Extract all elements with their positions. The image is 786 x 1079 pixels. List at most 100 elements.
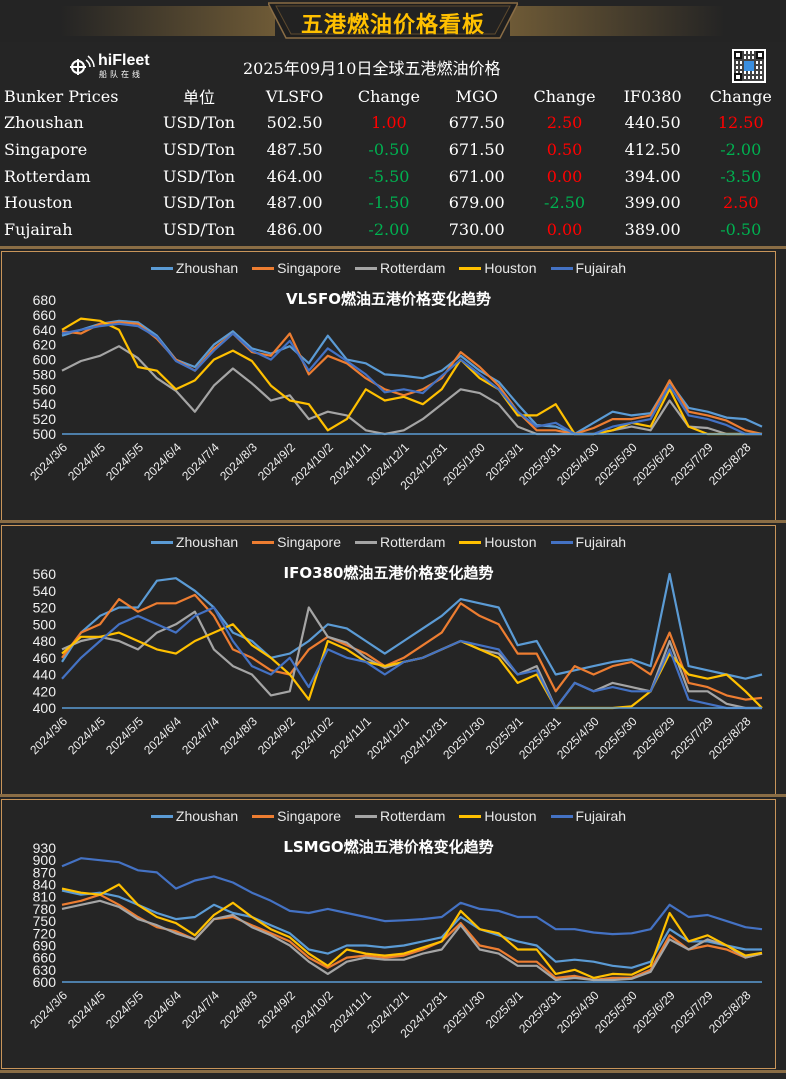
mgo-price: 671.00 — [448, 166, 505, 186]
y-tick-label: 420 — [33, 683, 57, 699]
vlsfo-chart-panel: 500 520 540 560 580 600 620 640 660 680 2024/3/6 20… — [1, 251, 776, 521]
legend-item-fujairah[interactable]: Fujairah — [550, 260, 626, 276]
ifo380-change: -3.50 — [720, 166, 762, 186]
y-tick-label: 640 — [33, 322, 57, 338]
mgo-change: 0.00 — [546, 166, 583, 186]
series-line-houston — [61, 317, 762, 436]
ifo380-price: 399.00 — [624, 193, 681, 213]
x-tick-label: 2024/8/3 — [217, 440, 260, 483]
logo-text: hiFleet — [98, 52, 150, 69]
series-line-rotterdam — [61, 899, 763, 982]
legend-item-houston[interactable]: Houston — [459, 808, 537, 824]
legend-item-singapore[interactable]: Singapore — [252, 808, 341, 824]
header-unit: 单位 — [182, 88, 215, 108]
mgo-price: 671.50 — [448, 139, 505, 159]
y-tick-label: 580 — [33, 366, 57, 382]
y-tick-label: 620 — [33, 337, 57, 353]
legend-swatch — [150, 266, 173, 270]
legend-label: Rotterdam — [380, 808, 446, 824]
divider — [0, 794, 786, 797]
mgo-price: 677.50 — [448, 113, 505, 133]
vlsfo-price: 502.50 — [266, 113, 323, 133]
divider — [0, 520, 786, 523]
y-tick-label: 870 — [33, 864, 57, 880]
legend-item-fujairah[interactable]: Fujairah — [550, 534, 626, 550]
legend-swatch — [150, 814, 173, 818]
ship-wheel-icon — [70, 55, 95, 75]
mgo-price: 730.00 — [448, 219, 505, 239]
legend-label: Houston — [484, 260, 537, 276]
legend-swatch — [355, 266, 377, 270]
qr-code[interactable] — [732, 49, 766, 83]
x-tick-label: 2024/4/5 — [65, 988, 108, 1031]
unit: USD/Ton — [162, 193, 235, 213]
y-tick-label: 500 — [33, 426, 57, 442]
lsmgo-chart-panel: 600 630 660 690 720 750 780 810 840 870 900 930 2024… — [1, 799, 776, 1069]
unit: USD/Ton — [162, 113, 235, 133]
legend-swatch — [550, 266, 573, 270]
qr-center-logo — [744, 61, 754, 71]
date-title: 2025年09月10日全球五港燃油价格 — [243, 59, 501, 78]
legend-swatch — [252, 266, 275, 270]
series-line-houston — [61, 883, 763, 979]
y-tick-label: 780 — [33, 901, 57, 917]
legend-swatch — [355, 540, 377, 544]
legend-item-singapore[interactable]: Singapore — [252, 534, 341, 550]
y-tick-label: 560 — [33, 381, 57, 397]
legend-item-houston[interactable]: Houston — [459, 260, 537, 276]
vlsfo-change: -5.50 — [368, 166, 410, 186]
series-line-rotterdam — [61, 345, 762, 436]
x-tick-label: 2024/7/4 — [179, 714, 222, 757]
banner-title: 五港燃油价格看板 — [300, 13, 485, 38]
unit: USD/Ton — [162, 166, 235, 186]
qr-finder — [734, 51, 742, 59]
table-row: Rotterdam USD/Ton 464.00 -5.50 671.00 0.00 394… — [0, 163, 786, 190]
vlsfo-price: 487.50 — [266, 139, 323, 159]
legend-item-zhoushan[interactable]: Zhoushan — [150, 808, 239, 824]
ifo380-price: 440.50 — [624, 113, 681, 133]
legend-swatch — [252, 814, 275, 818]
x-tick-label: 2024/8/3 — [217, 988, 260, 1031]
legend-swatch — [459, 540, 482, 544]
logo-subtext: 船队在线 — [99, 70, 143, 79]
legend-item-fujairah[interactable]: Fujairah — [550, 808, 626, 824]
series-line-zhoushan — [61, 319, 763, 436]
ifo380-price: 389.00 — [624, 219, 681, 239]
mgo-change: 0.50 — [546, 139, 583, 159]
series-line-fujairah — [61, 857, 763, 936]
chart-title: LSMGO燃油五港价格变化趋势 — [283, 838, 494, 856]
legend-label: Rotterdam — [380, 534, 446, 550]
y-tick-label: 680 — [33, 292, 57, 308]
legend-label: Singapore — [277, 260, 341, 276]
y-tick-label: 400 — [33, 700, 57, 716]
series-line-singapore — [61, 593, 763, 701]
legend-item-singapore[interactable]: Singapore — [252, 260, 341, 276]
divider — [0, 1070, 786, 1073]
header-bunker-prices: Bunker Prices — [4, 86, 119, 106]
legend-item-rotterdam[interactable]: Rotterdam — [355, 534, 445, 550]
ifo380-change: -0.50 — [720, 219, 762, 239]
table-row: Zhoushan USD/Ton 502.50 1.00 677.50 2.50 440.5… — [0, 110, 786, 137]
legend-label: Zhoushan — [175, 260, 239, 276]
divider — [0, 246, 786, 249]
legend-item-houston[interactable]: Houston — [459, 534, 537, 550]
x-tick-label: 2025/8/28 — [706, 440, 754, 488]
legend-label: Zhoushan — [175, 808, 239, 824]
legend-item-zhoushan[interactable]: Zhoushan — [150, 260, 239, 276]
vlsfo-change: -2.00 — [368, 219, 410, 239]
legend-swatch — [252, 540, 275, 544]
legend-item-rotterdam[interactable]: Rotterdam — [355, 260, 445, 276]
legend-label: Rotterdam — [380, 260, 446, 276]
banner-decoration-right — [510, 6, 725, 36]
chart-title: IFO380燃油五港价格变化趋势 — [283, 564, 494, 582]
qr-finder — [756, 51, 764, 59]
bunker-price-table: Bunker Prices 单位 VLSFO Change MGO Change… — [0, 83, 786, 243]
legend-item-rotterdam[interactable]: Rotterdam — [355, 808, 445, 824]
x-tick-label: 2024/3/6 — [27, 714, 70, 757]
x-tick-label: 2024/3/6 — [27, 988, 70, 1031]
series-line-singapore — [61, 321, 763, 436]
mgo-change: 2.50 — [546, 113, 583, 133]
legend-label: Singapore — [277, 808, 341, 824]
y-tick-label: 840 — [33, 877, 57, 893]
legend-item-zhoushan[interactable]: Zhoushan — [150, 534, 238, 550]
